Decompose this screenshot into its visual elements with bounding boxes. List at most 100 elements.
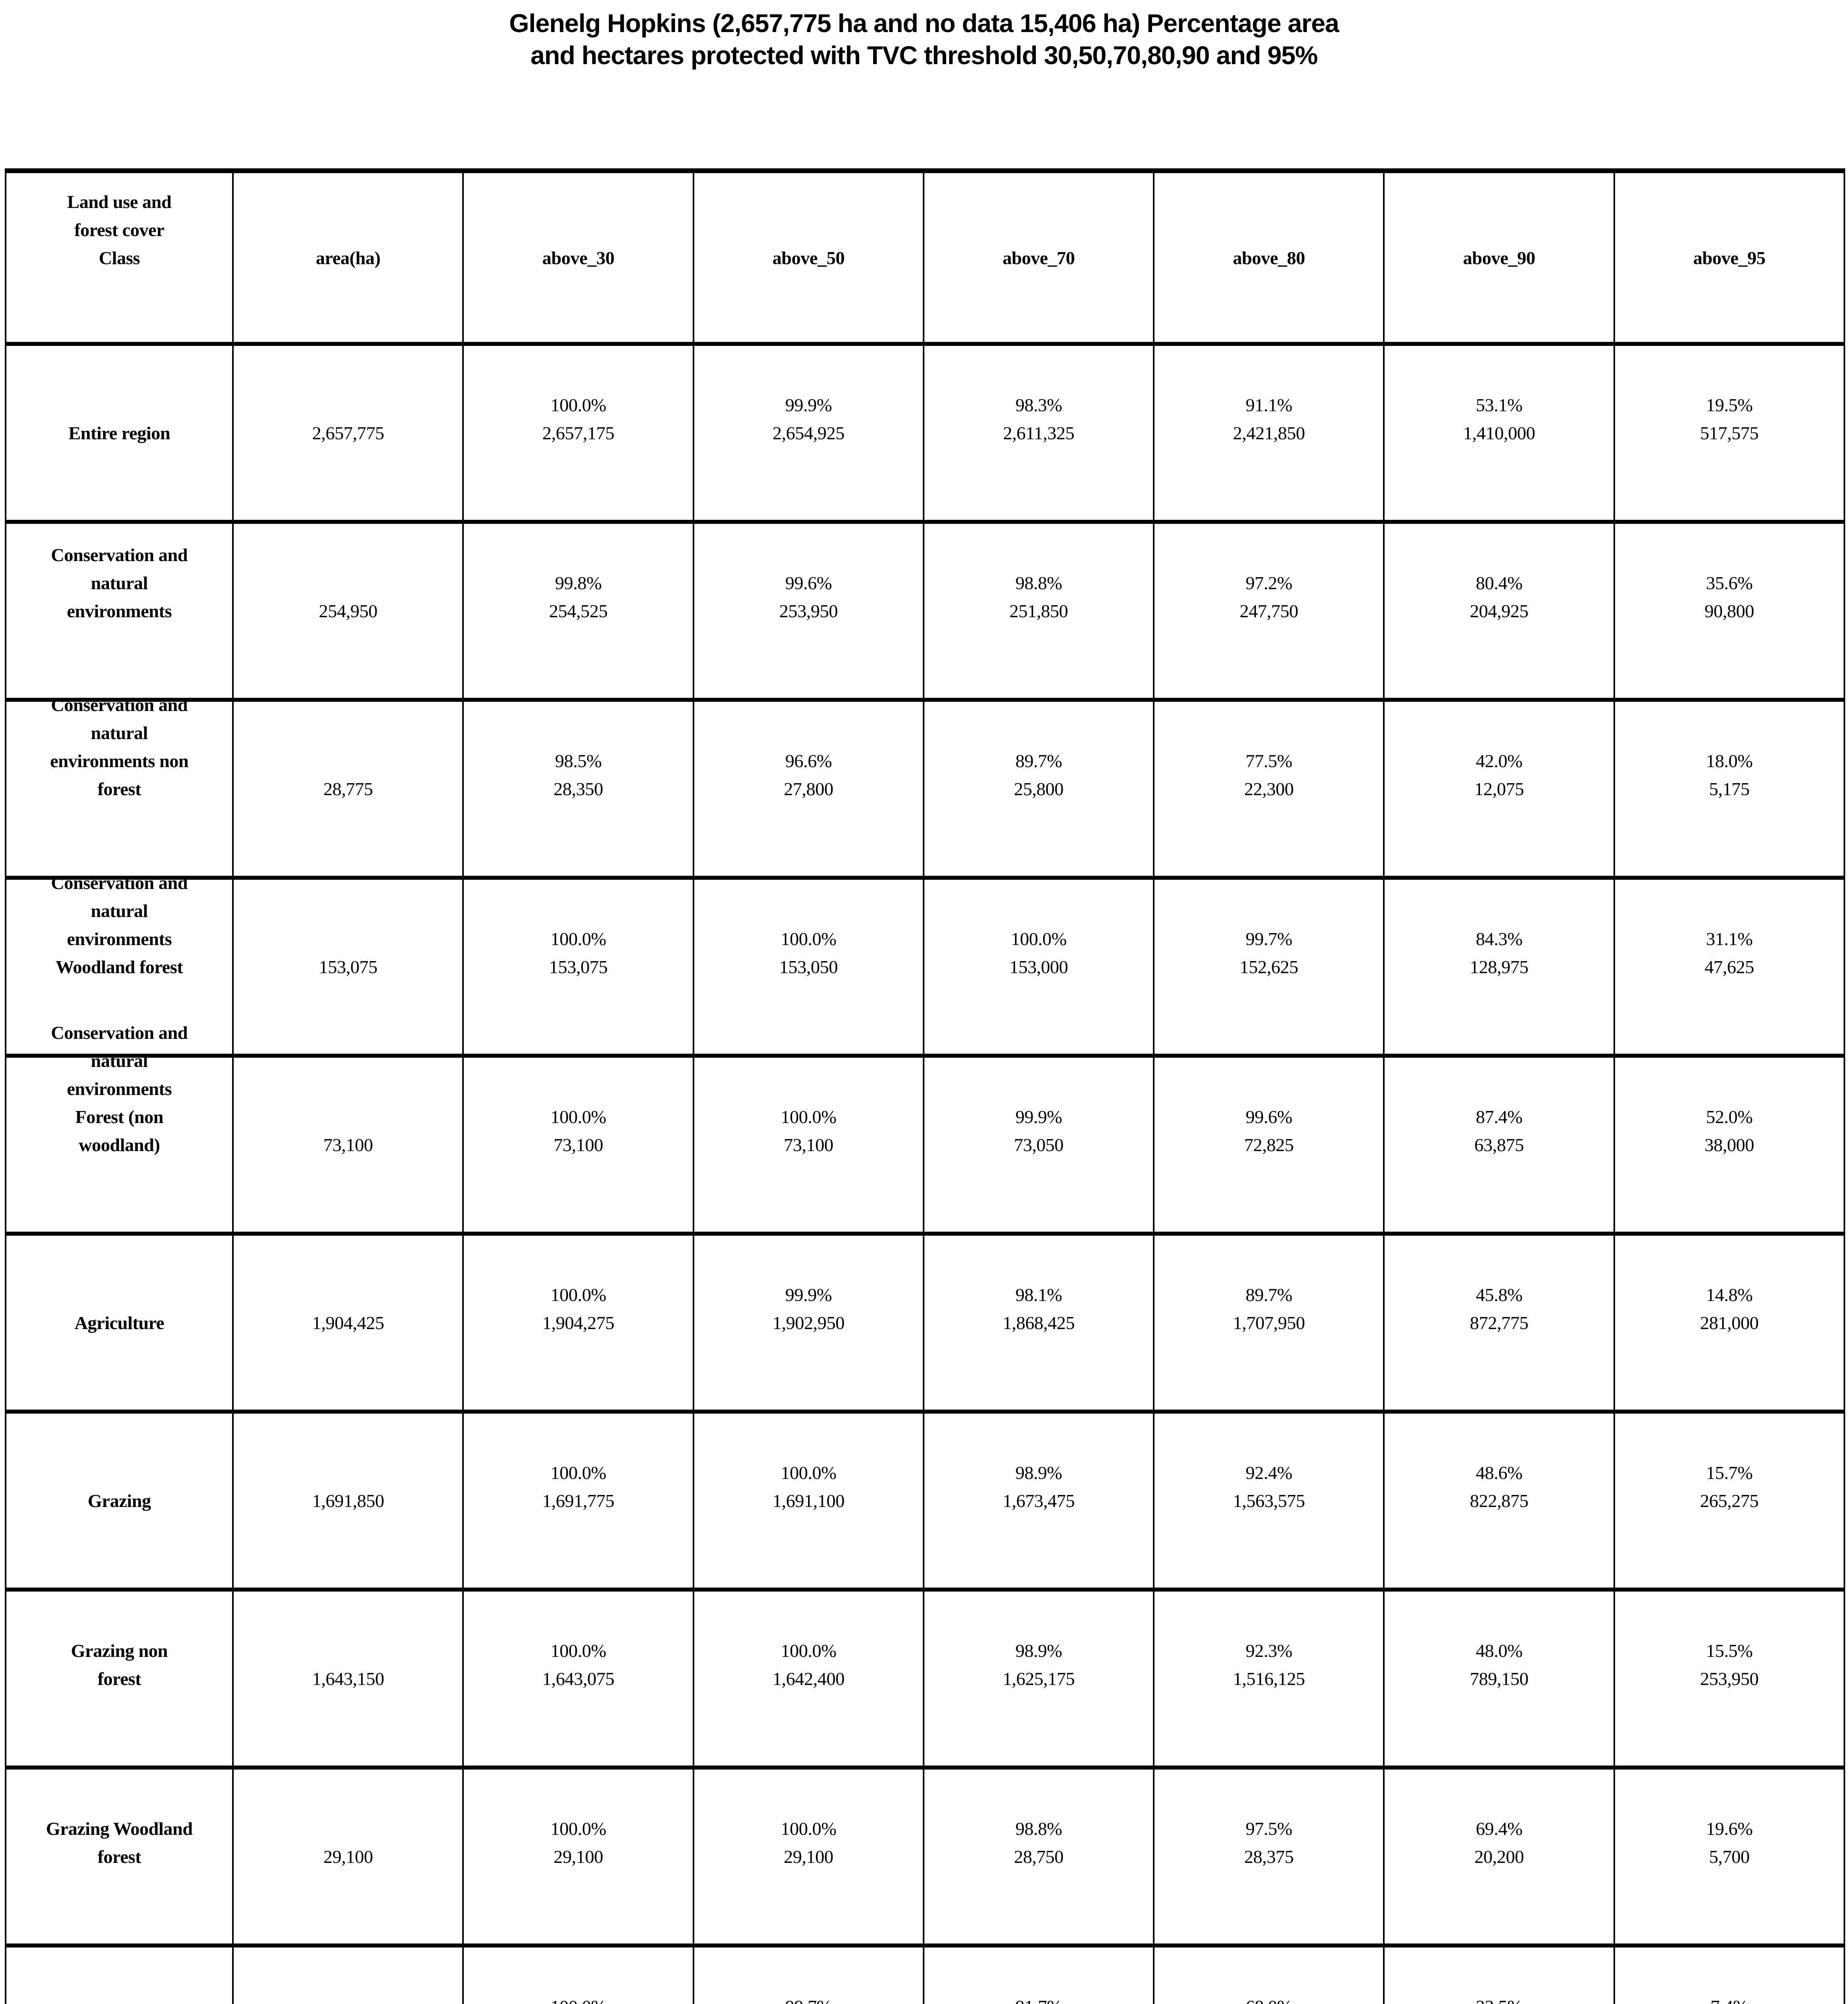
value-cell: 45.8% 872,775 (1383, 1232, 1615, 1414)
percent-value: 77.5% (1245, 751, 1292, 771)
value-cell: 100.0% 1,643,075 (462, 1588, 694, 1770)
percent-value: 48.6% (1476, 1463, 1522, 1483)
hectares-value: 73,100 (553, 1135, 603, 1155)
value-cell: 87.4% 63,875 (1383, 1054, 1615, 1236)
land-use-table: Land use and forest cover Class area(ha)… (4, 168, 1846, 2004)
hectares-value: 22,300 (1244, 779, 1294, 799)
percent-value: 99.9% (1015, 1107, 1062, 1127)
value-cell: 100.0% 1,904,275 (462, 1232, 694, 1414)
value-cell: 15.5% 253,950 (1613, 1588, 1846, 1770)
value-cell: 77.5% 22,300 (1153, 698, 1385, 880)
value-cell: 80.4% 204,925 (1383, 520, 1615, 702)
percent-value: 15.7% (1706, 1463, 1753, 1483)
value-cell: 91.1% 2,421,850 (1153, 342, 1385, 524)
percent-value: 100.0% (550, 395, 607, 415)
hectares-value: 253,950 (779, 601, 838, 621)
value-cell: 98.9% 1,673,475 (922, 1410, 1155, 1592)
value-cell: 19.6% 5,700 (1613, 1766, 1846, 1947)
hectares-value: 25,800 (1014, 779, 1064, 799)
hectares-value: 789,150 (1470, 1669, 1529, 1689)
value-cell: 100.0% 153,000 (922, 876, 1155, 1058)
hectares-value: 1,410,000 (1463, 423, 1535, 443)
hectares-value: 47,625 (1704, 957, 1754, 977)
percent-value: 18.0% (1706, 751, 1753, 771)
hectares-value: 153,075 (549, 957, 608, 977)
percent-value: 42.0% (1476, 751, 1522, 771)
hectares-value: 28,375 (1244, 1846, 1294, 1867)
value-cell: 14.8% 281,000 (1613, 1232, 1846, 1414)
area-cell: 1,691,850 (232, 1410, 464, 1592)
percent-value: 31.1% (1706, 929, 1753, 949)
hectares-value: 872,775 (1470, 1313, 1529, 1333)
value-cell: 35.6% 90,800 (1613, 520, 1846, 702)
header-above-95: above_95 (1613, 169, 1846, 346)
value-cell: 52.0% 38,000 (1613, 1054, 1846, 1236)
percent-value: 100.0% (550, 1818, 607, 1839)
hectares-value: 12,075 (1474, 779, 1524, 799)
value-cell: 100.0% 153,075 (462, 876, 694, 1058)
hectares-value: 5,175 (1709, 779, 1750, 799)
percent-value: 99.9% (785, 395, 832, 415)
value-cell: 53.1% 1,410,000 (1383, 342, 1615, 524)
value-cell: 84.3% 128,975 (1383, 876, 1615, 1058)
hectares-value: 1,673,475 (1003, 1491, 1075, 1511)
hectares-value: 153,000 (1009, 957, 1068, 977)
percent-value: 69.4% (1476, 1818, 1522, 1839)
hectares-value: 254,525 (549, 601, 608, 621)
value-cell: 100.0% 29,100 (692, 1766, 924, 1947)
table-header-row: Land use and forest cover Class area(ha)… (4, 169, 1846, 346)
percent-value: 98.9% (1015, 1640, 1062, 1661)
percent-value: 97.5% (1245, 1818, 1292, 1839)
row-label-cell: Grazing non forest (4, 1588, 234, 1770)
area-cell: 254,950 (232, 520, 464, 702)
percent-value: 97.2% (1245, 573, 1292, 593)
table-row: Conservation and natural environments Fo… (4, 1022, 1846, 1236)
hectares-value: 1,563,575 (1233, 1491, 1305, 1511)
value-cell: 99.6% 253,950 (692, 520, 924, 702)
value-cell: 98.5% 28,350 (462, 698, 694, 880)
area-cell: 73,100 (232, 1054, 464, 1236)
hectares-value: 2,421,850 (1233, 423, 1305, 443)
area-cell: 28,775 (232, 698, 464, 880)
percent-value: 15.5% (1706, 1640, 1753, 1661)
value-cell: 97.2% 247,750 (1153, 520, 1385, 702)
percent-value: 19.6% (1706, 1818, 1753, 1839)
percent-value: 92.3% (1245, 1640, 1292, 1661)
table-row: Conservation and natural environments Wo… (4, 873, 1846, 1058)
header-above-30: above_30 (462, 169, 694, 346)
table-row: Conservation and natural environments no… (4, 695, 1846, 880)
value-cell: 100.0% 1,642,400 (692, 1588, 924, 1770)
percent-value: 87.4% (1476, 1107, 1522, 1127)
percent-value: 48.0% (1476, 1640, 1522, 1661)
percent-value: 35.6% (1706, 573, 1753, 593)
percent-value: 99.7% (1245, 929, 1292, 949)
percent-value: 100.0% (780, 1640, 837, 1661)
percent-value: 100.0% (780, 929, 837, 949)
hectares-value: 73,100 (784, 1135, 833, 1155)
percent-value: 100.0% (550, 929, 607, 949)
hectares-value: 204,925 (1470, 601, 1529, 621)
hectares-value: 1,691,100 (772, 1491, 845, 1511)
header-land-use-class: Land use and forest cover Class (4, 169, 234, 346)
percent-value: 89.7% (1015, 751, 1062, 771)
row-label-cell: Cropping (4, 1943, 234, 2004)
percent-value: 45.8% (1476, 1285, 1522, 1305)
value-cell: 99.7%210,200 (692, 1943, 924, 2004)
hectares-value: 27,800 (784, 779, 833, 799)
hectares-value: 152,625 (1239, 957, 1298, 977)
value-cell: 100.0% 1,691,775 (462, 1410, 694, 1592)
hectares-value: 38,000 (1704, 1135, 1754, 1155)
table-row: Entire region 2,657,775 100.0% 2,657,175 … (4, 342, 1846, 524)
area-cell: 1,904,425 (232, 1232, 464, 1414)
value-cell: 69.4% 20,200 (1383, 1766, 1615, 1947)
hectares-value: 281,000 (1700, 1313, 1759, 1333)
percent-value: 99.6% (785, 573, 832, 593)
hectares-value: 153,050 (779, 957, 838, 977)
hectares-value: 265,275 (1700, 1491, 1759, 1511)
value-cell: 98.8% 28,750 (922, 1766, 1155, 1947)
percent-value: 100.0% (550, 1640, 607, 1661)
value-cell: 96.6% 27,800 (692, 698, 924, 880)
percent-value: 91.7% (925, 1993, 1152, 2004)
percent-value: 99.7% (695, 1993, 922, 2004)
